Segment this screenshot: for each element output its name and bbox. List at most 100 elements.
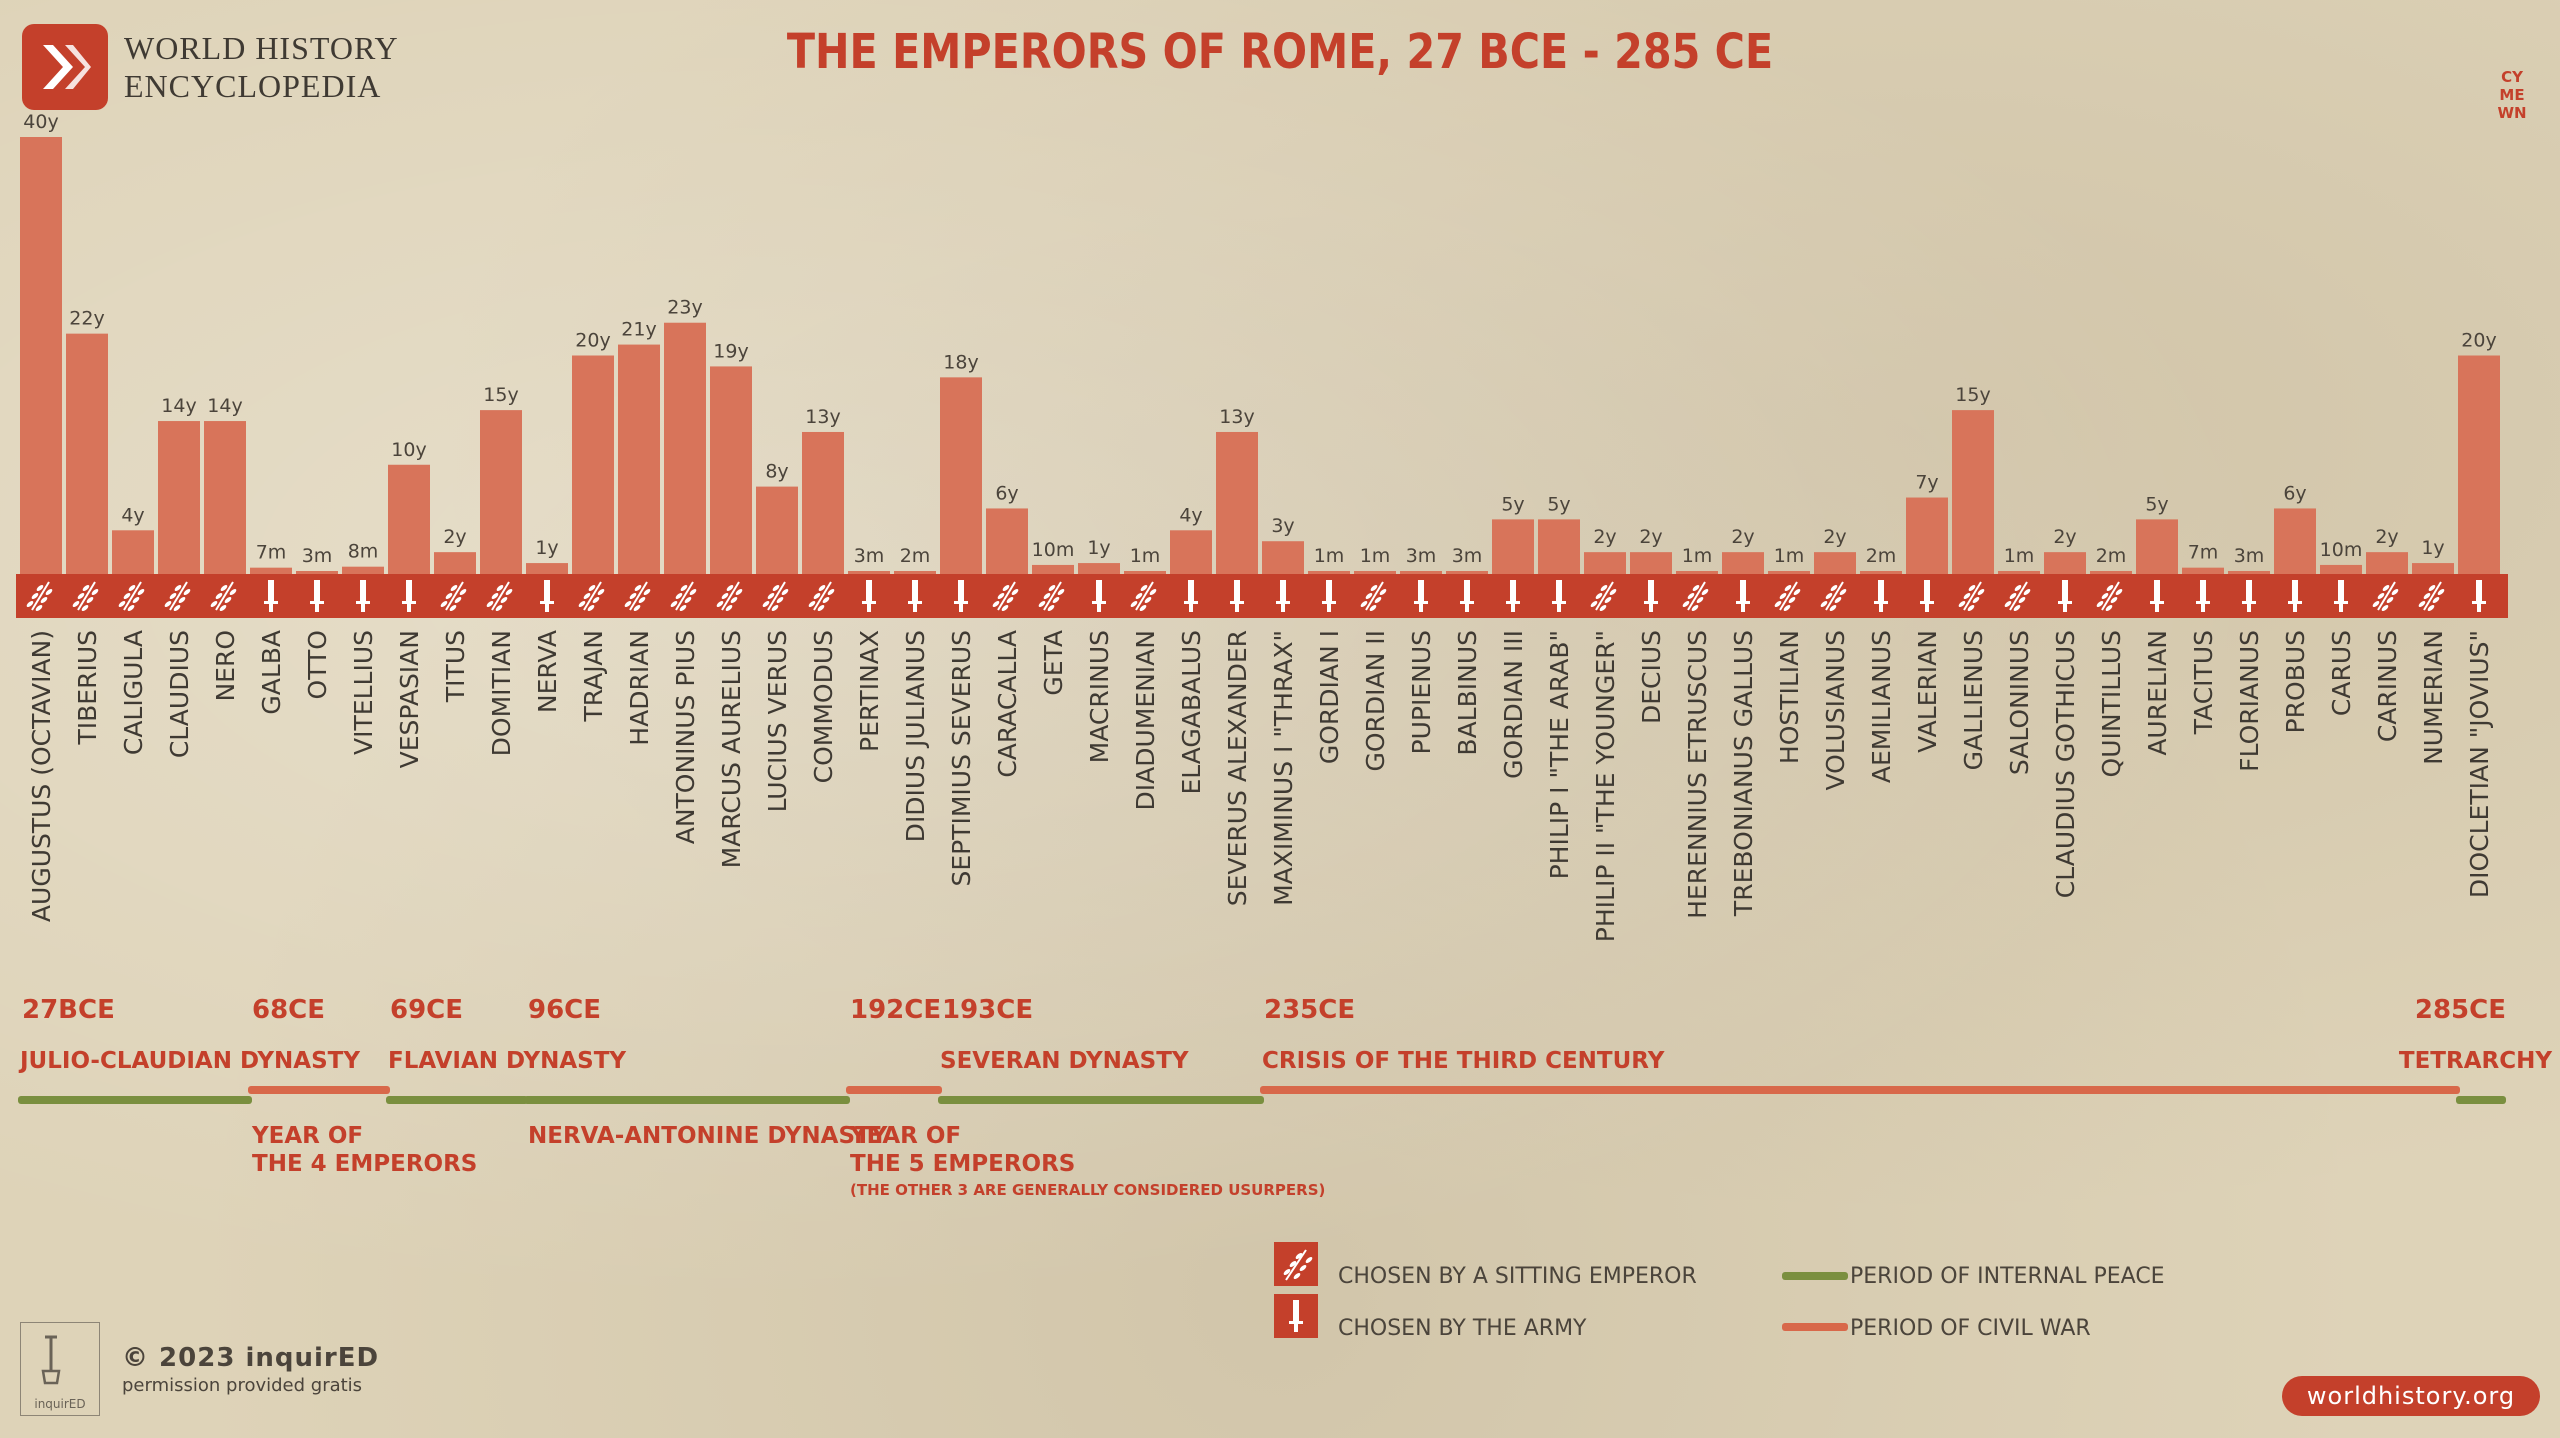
- bar-value-label: 1m: [1682, 545, 1713, 567]
- bar-value-label: 22y: [69, 308, 104, 330]
- bar: [2274, 508, 2316, 574]
- sword-icon: [2288, 580, 2302, 612]
- bar-value-label: 18y: [943, 351, 978, 373]
- emperor-name: DIADUMENIAN: [1131, 630, 1160, 811]
- sword-icon: [908, 580, 922, 612]
- emperor-name: AUGUSTUS (OCTAVIAN): [27, 630, 56, 922]
- bar: [1354, 571, 1396, 574]
- sword-icon: [1230, 580, 1244, 612]
- timeline-date: 27BCE: [22, 995, 115, 1025]
- bar-value-label: 13y: [805, 406, 840, 428]
- bar: [1814, 552, 1856, 574]
- emperor-name: CARINUS: [2373, 630, 2402, 742]
- laurel-icon: [716, 581, 743, 611]
- bar: [388, 464, 430, 574]
- sword-icon: [954, 580, 968, 612]
- sword-icon: [1276, 580, 1290, 612]
- bar: [940, 377, 982, 574]
- bar-value-label: 2y: [1593, 526, 1616, 548]
- timeline-date: 68CE: [252, 995, 325, 1025]
- laurel-icon: [2004, 581, 2031, 611]
- timeline-date: 235CE: [1264, 995, 1355, 1025]
- bar: [1768, 571, 1810, 574]
- emperor-name: GORDIAN II: [1361, 630, 1390, 772]
- bar-value-label: 4y: [121, 504, 144, 526]
- sword-icon: [356, 580, 370, 612]
- period-label: JULIO-CLAUDIAN DYNASTY: [18, 1048, 360, 1074]
- bar-value-label: 6y: [2283, 482, 2306, 504]
- laurel-icon: [2372, 581, 2399, 611]
- bar: [204, 421, 246, 574]
- timeline-date: 96CE: [528, 995, 601, 1025]
- emperor-name: OTTO: [303, 630, 332, 699]
- bar-value-label: 13y: [1219, 406, 1254, 428]
- emperor-name: NERO: [211, 630, 240, 702]
- shovel-icon: [41, 1335, 61, 1385]
- strip-background: [16, 574, 2508, 618]
- bar-value-label: 8y: [765, 461, 788, 483]
- sword-icon: [1184, 580, 1198, 612]
- emperor-name: SALONINUS: [2005, 630, 2034, 775]
- sword-icon: [862, 580, 876, 612]
- legend-laurel: [1274, 1242, 1318, 1286]
- bar: [112, 530, 154, 574]
- bar: [66, 333, 108, 574]
- period-line: [846, 1086, 942, 1094]
- bar-value-label: 7m: [256, 542, 287, 564]
- emperor-name: DOMITIAN: [487, 630, 516, 756]
- bar: [1216, 431, 1258, 574]
- bar: [664, 322, 706, 574]
- bar: [2044, 552, 2086, 574]
- bar-value-label: 3m: [1452, 545, 1483, 567]
- bar-value-label: 1y: [1087, 537, 1110, 559]
- bar: [1078, 563, 1120, 574]
- period-label: NERVA-ANTONINE DYNASTY: [528, 1123, 888, 1149]
- footer-credit: inquirED © 2023 inquirED permission prov…: [20, 1322, 379, 1416]
- bar: [1538, 519, 1580, 574]
- legend-label: CHOSEN BY THE ARMY: [1338, 1316, 1587, 1341]
- period-line: [524, 1096, 850, 1104]
- period-line: [2456, 1096, 2506, 1104]
- emperor-names: AUGUSTUS (OCTAVIAN) TIBERIUS CALIGULA CLAUD…: [27, 630, 2494, 942]
- bar-value-label: 19y: [713, 340, 748, 362]
- bar-value-label: 20y: [2461, 330, 2496, 352]
- emperor-name: DIDIUS JULIANUS: [901, 630, 930, 842]
- period-label: SEVERAN DYNASTY: [940, 1048, 1189, 1074]
- site-url-link[interactable]: worldhistory.org: [2282, 1376, 2540, 1416]
- bar-value-label: 7m: [2188, 542, 2219, 564]
- laurel-icon: [1038, 581, 1065, 611]
- legend-label: PERIOD OF INTERNAL PEACE: [1850, 1264, 2165, 1289]
- laurel-icon: [1682, 581, 1709, 611]
- bar: [756, 486, 798, 574]
- emperor-name: HADRIAN: [625, 630, 654, 746]
- bar-value-label: 23y: [667, 297, 702, 319]
- emperor-name: LUCIUS VERUS: [763, 630, 792, 812]
- bar-value-label: 1y: [535, 537, 558, 559]
- bar: [1906, 497, 1948, 574]
- bar: [250, 567, 292, 574]
- copyright: © 2023 inquirED: [122, 1342, 380, 1373]
- corner-mark-line-3: WN: [2497, 104, 2527, 122]
- emperor-name: BALBINUS: [1453, 630, 1482, 756]
- period-label: YEAR OF: [849, 1123, 961, 1149]
- laurel-icon: [1130, 581, 1157, 611]
- emperor-name: NUMERIAN: [2419, 630, 2448, 765]
- emperor-name: PHILIP I "THE ARAB": [1545, 630, 1574, 879]
- laurel-icon: [1774, 581, 1801, 611]
- emperor-name: VESPASIAN: [395, 630, 424, 768]
- emperor-name: SEPTIMIUS SEVERUS: [947, 630, 976, 887]
- laurel-icon: [440, 581, 467, 611]
- emperor-name: ANTONINUS PIUS: [671, 630, 700, 844]
- bar-value-label: 10y: [391, 439, 426, 461]
- bar: [342, 566, 384, 574]
- bar: [2412, 563, 2454, 574]
- sword-icon: [2196, 580, 2210, 612]
- sword-icon: [540, 580, 554, 612]
- emperor-name: GALLIENUS: [1959, 630, 1988, 770]
- inquired-box-label: inquirED: [34, 1397, 86, 1411]
- emperor-name: MACRINUS: [1085, 630, 1114, 763]
- emperor-name: TIBERIUS: [73, 630, 102, 746]
- emperor-name: DECIUS: [1637, 630, 1666, 724]
- emperor-name: ELAGABALUS: [1177, 630, 1206, 795]
- emperor-name: DIOCLETIAN "JOVIUS": [2465, 630, 2494, 898]
